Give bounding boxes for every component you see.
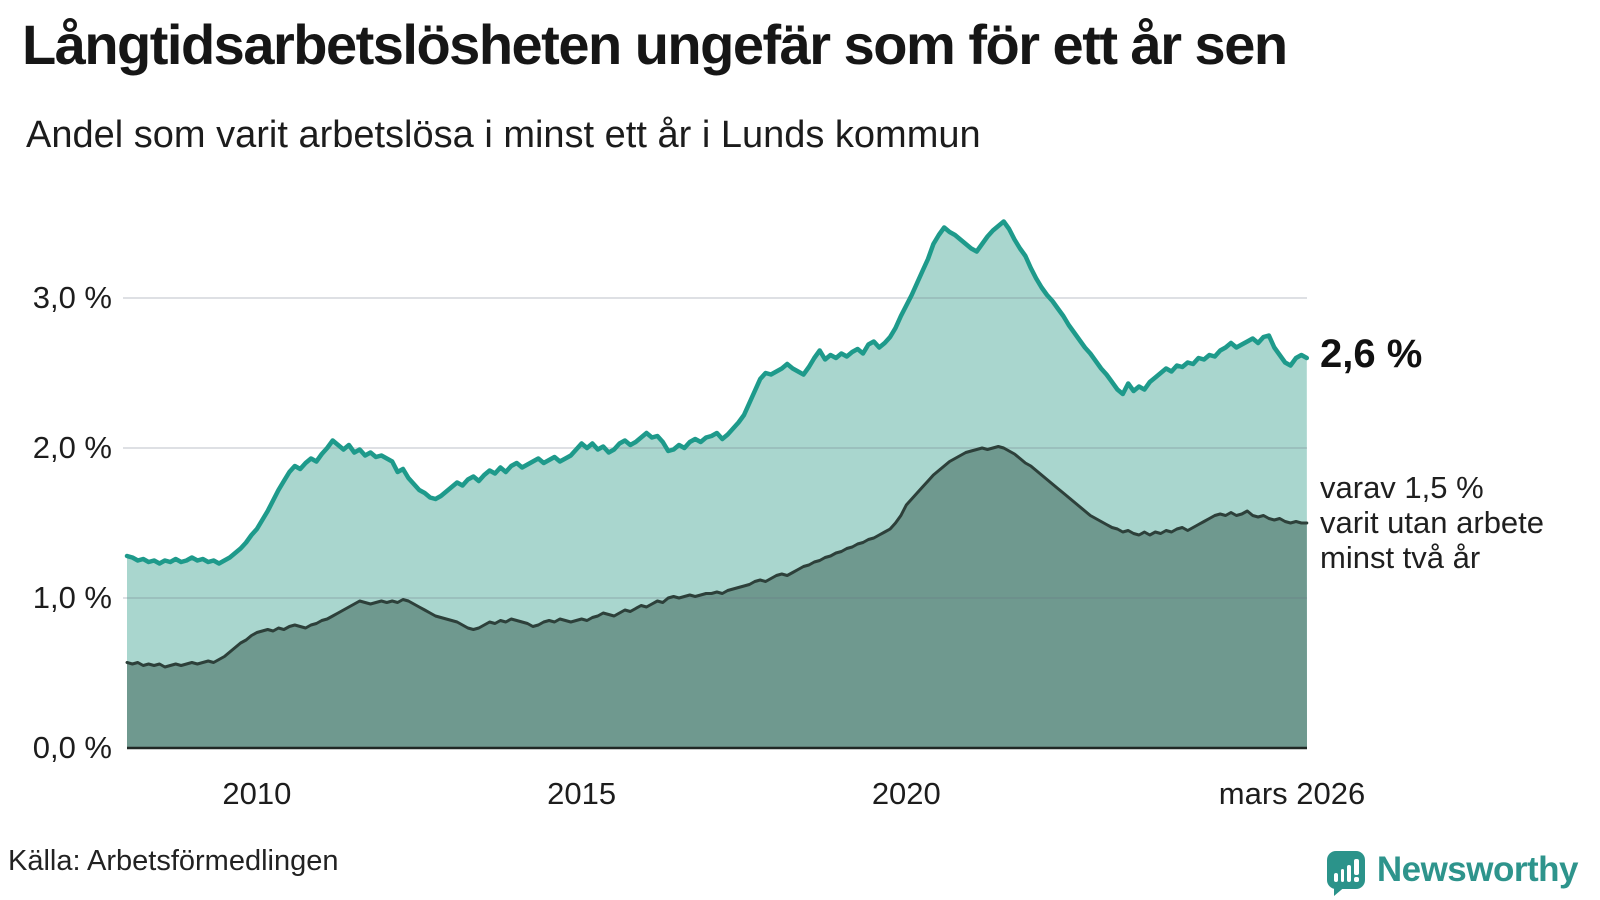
series2-annotation: varav 1,5 % varit utan arbete minst två … [1320,470,1544,575]
y-tick-label-0: 0,0 % [32,730,112,765]
x-tick-label-2020: 2020 [871,776,941,811]
x-tick-label-2010: 2010 [222,776,292,811]
x-tick-label-2015: 2015 [547,776,617,811]
annotation-line-3: minst två år [1320,540,1481,575]
line-minst-ett-ar [124,219,1310,566]
y-tick-label-3: 3,0 % [32,280,112,315]
annotation-line-1: varav 1,5 % [1320,470,1484,505]
x-tick-label-mars-2026: mars 2026 [1218,776,1366,811]
newsworthy-wordmark: Newsworthy [1376,850,1579,889]
y-tick-label-2: 2,0 % [32,430,112,465]
line-minst-tva-ar [125,445,1309,669]
logo-bar-1 [1333,873,1338,882]
source-credit: Källa: Arbetsförmedlingen [8,845,339,877]
end-value-label: 2,6 % [1320,332,1423,376]
newsworthy-logo[interactable]: Newsworthy [1326,850,1579,896]
area-minst-ett-ar [127,221,1307,748]
y-tick-label-1: 1,0 % [32,580,112,615]
page-title: Långtidsarbetslösheten ungefär som för e… [22,13,1288,76]
newsworthy-chart-icon [1326,851,1365,896]
area-minst-tva-ar [127,446,1307,748]
page-subtitle: Andel som varit arbetslösa i minst ett å… [26,114,981,156]
logo-exclamation [1353,859,1359,882]
annotation-line-2: varit utan arbete [1320,505,1545,540]
logo-bar-2 [1340,869,1345,882]
logo-bar-3 [1347,865,1351,882]
